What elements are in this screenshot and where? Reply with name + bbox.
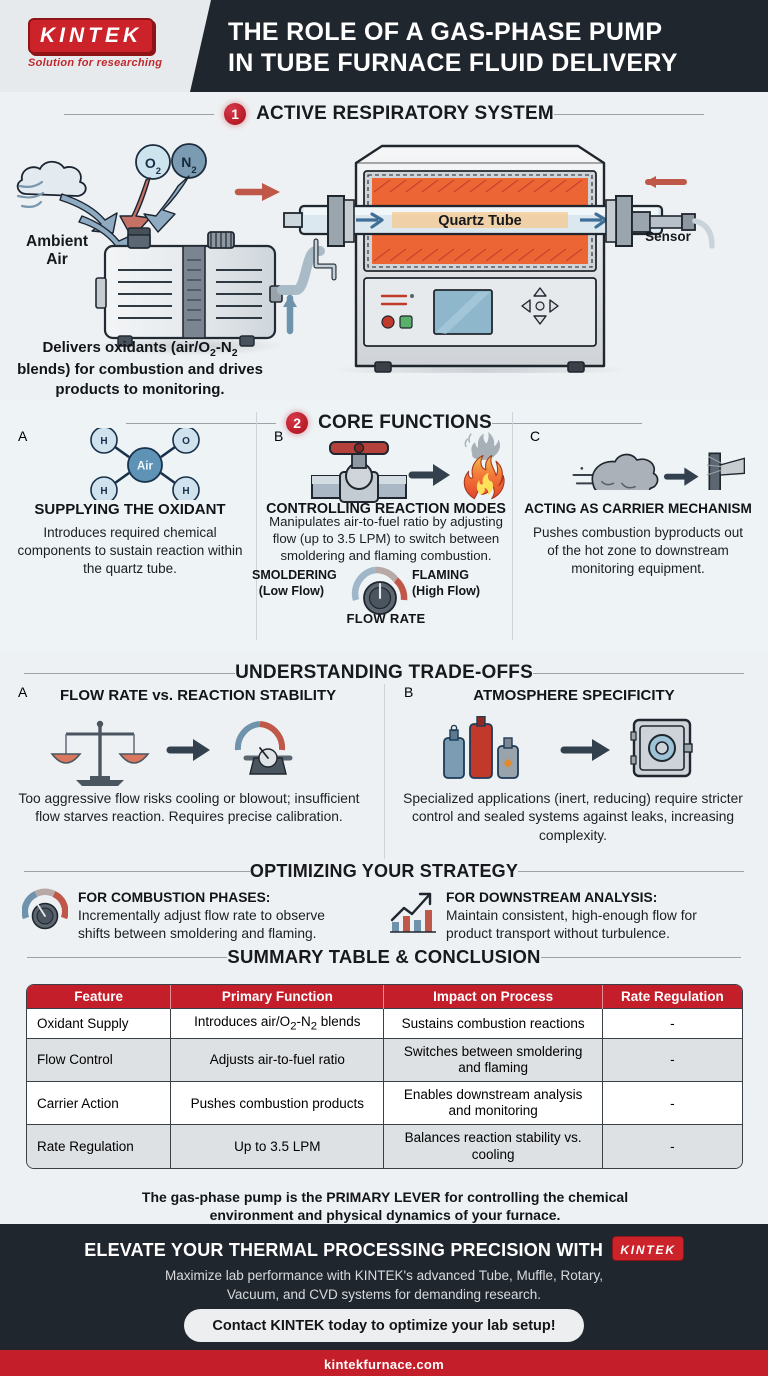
svg-text:H: H xyxy=(100,486,107,497)
svg-text:Air: Air xyxy=(137,461,154,473)
svg-text:H: H xyxy=(182,486,189,497)
svg-text:H: H xyxy=(100,436,107,447)
svg-text:Air: Air xyxy=(46,251,68,268)
svg-text:O: O xyxy=(182,436,190,447)
svg-text:Quartz Tube: Quartz Tube xyxy=(438,213,522,229)
svg-text:Sensor: Sensor xyxy=(645,229,692,244)
svg-text:Ambient: Ambient xyxy=(26,233,88,250)
